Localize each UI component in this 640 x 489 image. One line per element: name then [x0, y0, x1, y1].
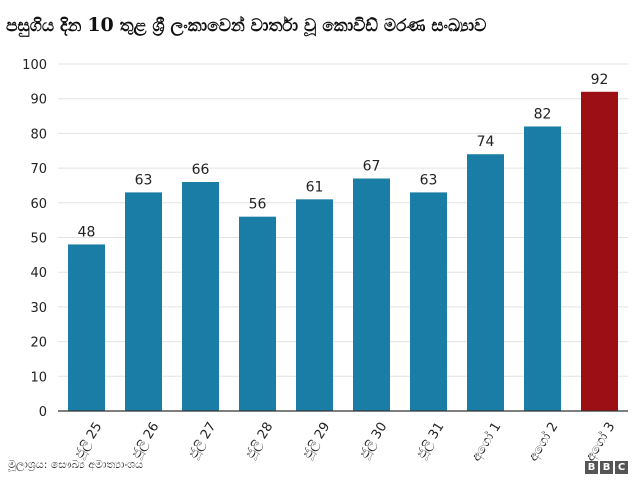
chart-title-suffix: තුළ ශ්‍රී ලංකාවෙන් වාර්තා වූ කොවිඩ් මරණ … — [119, 16, 487, 36]
y-tick-label: 60 — [30, 197, 47, 212]
data-label: 48 — [78, 224, 96, 240]
bar — [182, 181, 219, 411]
logo-letter: C — [615, 461, 628, 474]
y-tick-label: 20 — [30, 336, 47, 351]
bar — [353, 178, 390, 411]
y-tick-label: 100 — [22, 58, 47, 73]
bar — [410, 192, 447, 411]
chart-title-number: 10 — [87, 14, 114, 36]
y-tick-label: 10 — [30, 370, 47, 385]
x-tick-label: ජූලි 31 — [414, 420, 448, 462]
y-tick-label: 30 — [30, 301, 47, 316]
logo-letter: B — [600, 461, 613, 474]
data-label: 61 — [306, 179, 324, 195]
bar — [296, 199, 333, 411]
x-tick-label: ජූලි 25 — [72, 420, 106, 462]
bar — [68, 244, 105, 411]
source-note: මූලාශ්‍රය: සෞඛ්‍ය අමාත්‍යාංශය — [8, 458, 144, 471]
y-tick-label: 50 — [30, 232, 47, 247]
x-tick-label: අගෝ 2 — [525, 419, 561, 464]
bar — [581, 91, 618, 411]
bar — [467, 154, 504, 411]
x-tick-label: ජූලි 30 — [357, 420, 391, 462]
bbc-logo: B B C — [585, 461, 628, 474]
bar — [239, 216, 276, 411]
y-tick-label: 80 — [30, 127, 47, 142]
y-tick-label: 0 — [39, 405, 47, 420]
x-tick-label: අගෝ 1 — [468, 419, 504, 464]
bars — [68, 91, 618, 412]
y-tick-label: 40 — [30, 266, 47, 281]
data-label: 92 — [591, 72, 609, 88]
data-label: 56 — [249, 197, 267, 213]
x-tick-label: ජූලි 28 — [243, 420, 277, 462]
x-axis-ticks: ජූලි 25 ජූලි 26 ජූලි 27 ජූලි 28 ජූලි 29 ජූලි … — [72, 419, 619, 464]
data-labels: 48 63 66 56 61 67 63 74 82 92 — [78, 72, 609, 241]
chart-title-prefix: පසුගිය දින — [6, 16, 82, 36]
bar — [524, 126, 561, 412]
x-tick-label: ජූලි 29 — [300, 420, 334, 462]
data-label: 74 — [477, 134, 495, 150]
y-tick-label: 90 — [30, 93, 47, 108]
data-label: 66 — [192, 162, 210, 178]
data-label: 63 — [420, 172, 438, 188]
data-label: 82 — [534, 106, 552, 122]
y-axis-ticks: 0 10 20 30 40 50 60 70 80 90 100 — [22, 58, 47, 420]
logo-letter: B — [585, 461, 598, 474]
x-tick-label: ජූලි 27 — [186, 420, 220, 462]
data-label: 67 — [363, 159, 381, 175]
bar — [125, 192, 162, 411]
y-tick-label: 70 — [30, 162, 47, 177]
x-tick-label: ජූලි 26 — [129, 420, 163, 462]
x-tick-label: අගෝ 3 — [582, 419, 618, 464]
data-label: 63 — [135, 172, 153, 188]
chart-title: පසුගිය දින 10 තුළ ශ්‍රී ලංකාවෙන් වාර්තා … — [6, 14, 634, 36]
